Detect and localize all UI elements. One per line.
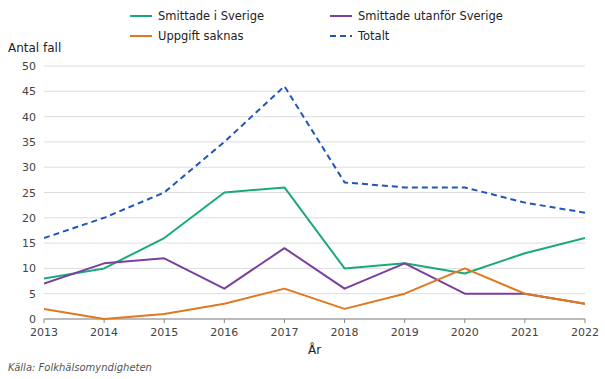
grid-line <box>44 217 585 218</box>
x-tick-label: 2015 <box>150 326 178 339</box>
y-tick-label: 50 <box>22 60 36 73</box>
y-tick-label: 10 <box>22 262 36 275</box>
x-tick <box>585 319 586 323</box>
legend: Smittade i Sverige Smittade utanför Sveri… <box>130 9 503 43</box>
grid-line <box>44 243 585 244</box>
lines <box>44 86 585 319</box>
x-tick-label: 2017 <box>270 326 298 339</box>
y-tick-label: 40 <box>22 111 36 124</box>
source-note: Källa: Folkhälsomyndigheten <box>8 362 152 373</box>
chart: 0 5 10 15 20 25 30 35 40 45 50 2013 2014 2015 2016 2017… <box>0 0 605 379</box>
grid-line <box>44 167 585 168</box>
y-tick-label: 35 <box>22 136 36 149</box>
grid-line <box>44 141 585 142</box>
x-tick-label: 2016 <box>210 326 238 339</box>
x-tick-label: 2014 <box>90 326 118 339</box>
x-axis-label: År <box>308 342 321 357</box>
y-tick-label: 0 <box>29 313 36 326</box>
y-axis: 0 5 10 15 20 25 30 35 40 45 50 <box>22 60 585 326</box>
x-tick <box>464 319 465 323</box>
grid-line <box>44 116 585 117</box>
series-line <box>44 86 585 238</box>
legend-label: Uppgift saknas <box>158 29 244 43</box>
y-tick-label: 25 <box>22 187 36 200</box>
x-tick <box>164 319 165 323</box>
x-tick <box>344 319 345 323</box>
legend-swatch <box>330 35 352 37</box>
series-line <box>44 248 585 304</box>
x-tick <box>404 319 405 323</box>
x-tick <box>224 319 225 323</box>
y-tick-label: 45 <box>22 85 36 98</box>
series-line <box>44 268 585 319</box>
legend-swatch <box>130 15 152 17</box>
x-tick <box>524 319 525 323</box>
legend-swatch <box>330 15 352 17</box>
grid-line <box>44 192 585 193</box>
y-tick-label: 5 <box>29 288 36 301</box>
grid-line <box>44 91 585 92</box>
y-tick-label: 20 <box>22 212 36 225</box>
x-tick-label: 2018 <box>331 326 359 339</box>
x-tick <box>44 319 45 323</box>
x-tick-label: 2020 <box>451 326 479 339</box>
x-axis: 2013 2014 2015 2016 2017 2018 2019 2020 2021 2022 <box>30 319 599 339</box>
x-tick-label: 2019 <box>391 326 419 339</box>
x-axis-line <box>44 319 585 320</box>
y-axis-label: Antal fall <box>8 41 61 55</box>
legend-label: Totalt <box>357 29 390 43</box>
x-tick <box>284 319 285 323</box>
x-tick-label: 2013 <box>30 326 58 339</box>
x-tick-label: 2022 <box>571 326 599 339</box>
series-line <box>44 187 585 278</box>
grid-line <box>44 319 585 320</box>
grid-line <box>44 66 585 67</box>
legend-label: Smittade utanför Sverige <box>358 9 503 23</box>
y-tick-label: 30 <box>22 161 36 174</box>
legend-swatch <box>130 35 152 37</box>
legend-label: Smittade i Sverige <box>158 9 264 23</box>
y-tick-label: 15 <box>22 237 36 250</box>
x-tick-label: 2021 <box>511 326 539 339</box>
